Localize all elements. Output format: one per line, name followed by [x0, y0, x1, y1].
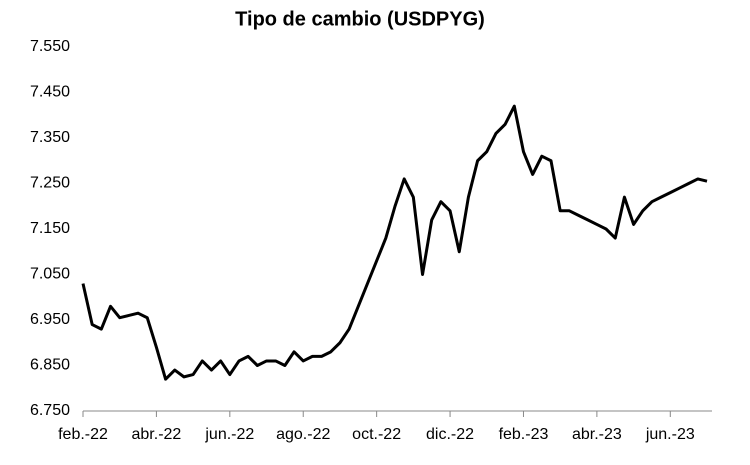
y-tick-label: 7.350 — [30, 129, 70, 146]
x-tick-label: ago.-22 — [276, 426, 330, 443]
y-tick-label: 6.750 — [30, 402, 70, 419]
y-tick-label: 7.550 — [30, 38, 70, 55]
y-tick-label: 7.250 — [30, 175, 70, 192]
y-tick-label: 7.450 — [30, 84, 70, 101]
chart-title: Tipo de cambio (USDPYG) — [235, 8, 485, 30]
y-tick-label: 6.950 — [30, 311, 70, 328]
x-tick-label: jun.-23 — [645, 426, 695, 443]
x-tick-label: jun.-22 — [204, 426, 254, 443]
series-line — [81, 104, 708, 381]
y-tick-label: 7.150 — [30, 220, 70, 237]
x-tick-label: abr.-23 — [572, 426, 622, 443]
y-tick-label: 6.850 — [30, 357, 70, 374]
x-tick-label: feb.-22 — [58, 426, 108, 443]
y-tick-label: 7.050 — [30, 266, 70, 283]
x-tick-label: dic.-22 — [426, 426, 474, 443]
x-tick-label: abr.-22 — [132, 426, 182, 443]
x-tick-label: feb.-23 — [499, 426, 549, 443]
x-tick-label: oct.-22 — [352, 426, 401, 443]
